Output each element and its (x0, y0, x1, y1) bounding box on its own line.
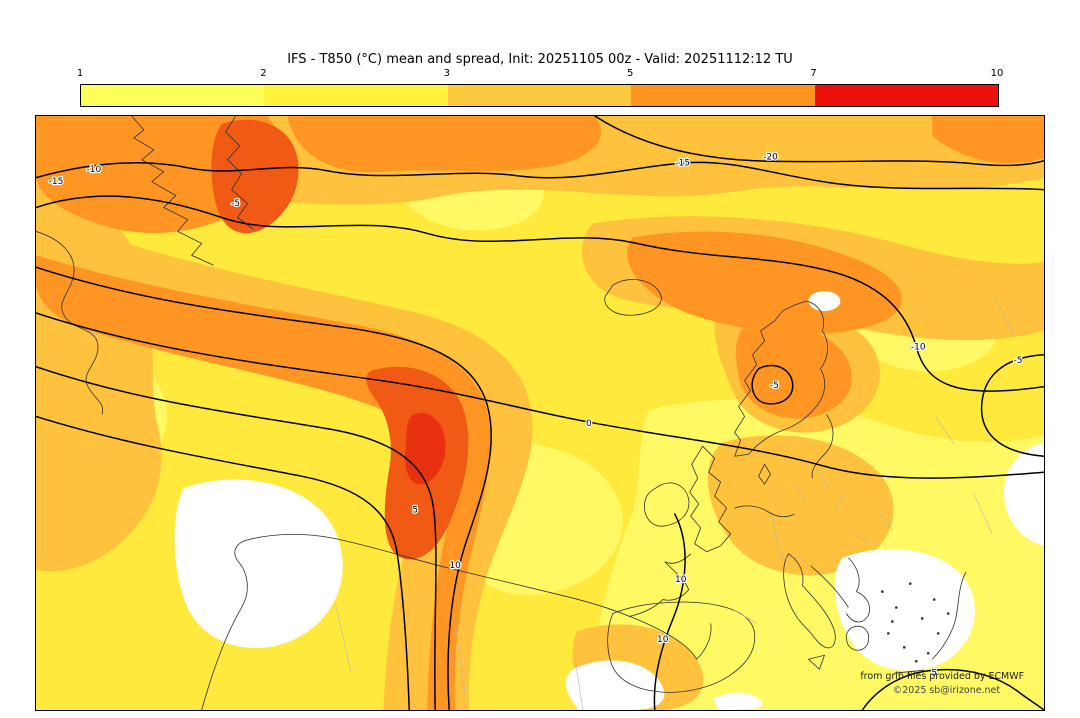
contour-label: -5 (1014, 356, 1023, 366)
contour-label: 5 (412, 506, 418, 516)
contour-label: 10 (449, 561, 461, 571)
contour-labels: -15 -10 -5 -15 -20 -10 -5 -5 0 5 10 10 10 5 (47, 151, 1023, 680)
colorbar-segment (81, 85, 265, 106)
colorbar-segment (264, 85, 448, 106)
contour-label: -5 (770, 381, 779, 391)
contour-label: -15 (49, 177, 64, 187)
contour-label: -15 (675, 158, 690, 168)
map-svg: -15 -10 -5 -15 -20 -10 -5 -5 0 5 10 10 10 5 from grib… (36, 116, 1044, 710)
coastlines (36, 116, 967, 710)
spread-region-lt1 (174, 291, 1044, 710)
aegean-islands (881, 582, 950, 663)
colorbar (80, 84, 999, 107)
colorbar-tick-label: 5 (627, 68, 634, 79)
credits-ecmwf: from grib files provided by ECMWF (860, 671, 1024, 682)
contour-label: -10 (911, 342, 926, 352)
contour-label: -5 (231, 199, 240, 209)
contour-label: -20 (763, 152, 778, 162)
page-title: IFS - T850 (°C) mean and spread, Init: 2… (287, 52, 793, 67)
colorbar-tick-label: 2 (260, 68, 267, 79)
colorbar-tick-label: 7 (810, 68, 817, 79)
contour-label: -10 (87, 165, 102, 175)
colorbar-tick-label: 1 (76, 68, 84, 79)
colorbar-tick-label: 10 (990, 68, 1004, 79)
credits-copyright: ©2025 sb@irizone.net (893, 685, 1001, 696)
colorbar-segment (447, 85, 632, 106)
colorbar-tick-label: 3 (443, 68, 450, 79)
contour-label: 5 (931, 669, 937, 679)
contour-label: 10 (657, 635, 669, 645)
political-borders (335, 294, 1015, 710)
colorbar-segment (631, 85, 815, 106)
contour-label: 10 (675, 575, 687, 585)
colorbar-ticks: 1 2 3 5 7 10 (76, 68, 1004, 81)
map-frame: -15 -10 -5 -15 -20 -10 -5 -5 0 5 10 10 10 5 from grib… (35, 115, 1045, 711)
temperature-contours (36, 116, 1044, 710)
contour-label: 0 (586, 419, 592, 429)
colorbar-segment (814, 85, 999, 106)
